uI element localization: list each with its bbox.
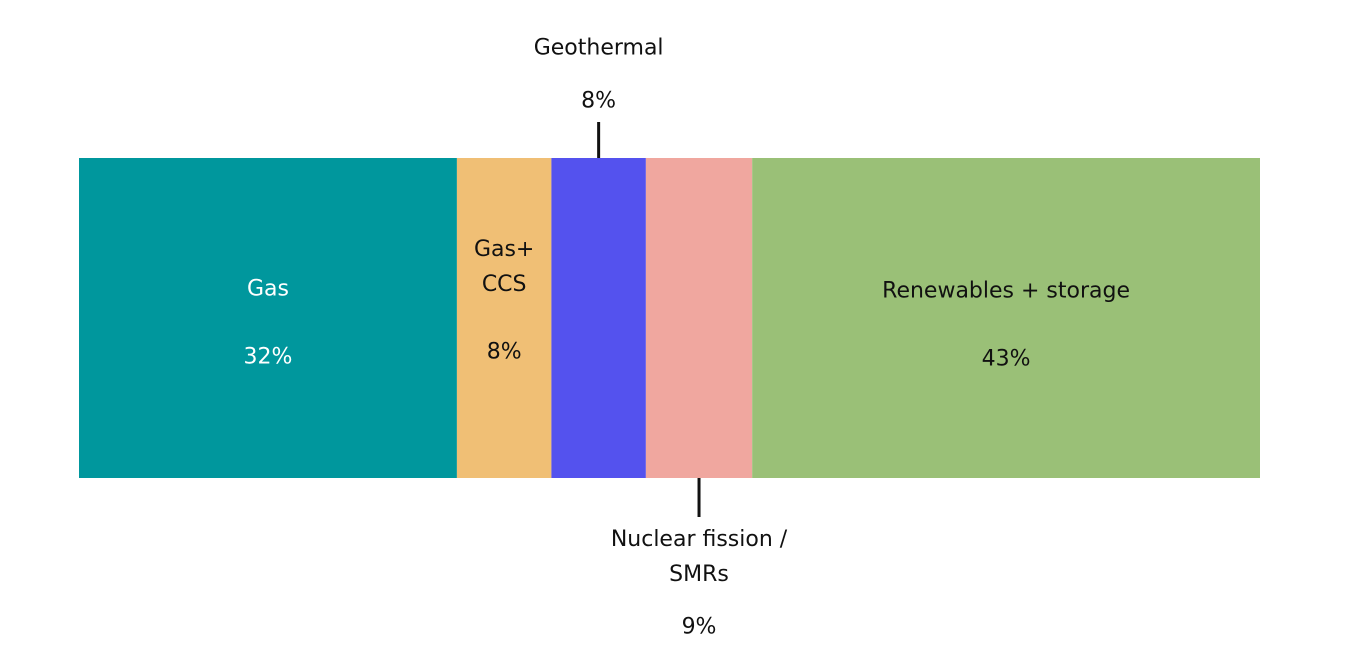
bar-segment [456,158,552,478]
value-label: 8% [486,339,522,365]
segment-name: Gas+ CCS [473,237,535,297]
bar-segment [551,158,646,478]
value-label: 32% [243,344,293,370]
value-label: 43% [981,346,1031,372]
segment-name: Nuclear fission / SMRs [610,527,788,587]
bar-segment [79,158,457,478]
value-label: 9% [681,614,717,640]
segment-name: Geothermal [533,35,664,61]
value-label: 8% [581,88,617,114]
segment-name: Gas [246,276,289,302]
bar-segment [645,158,753,478]
segment-name: Renewables + storage [882,278,1131,304]
bar-segment [752,158,1260,478]
